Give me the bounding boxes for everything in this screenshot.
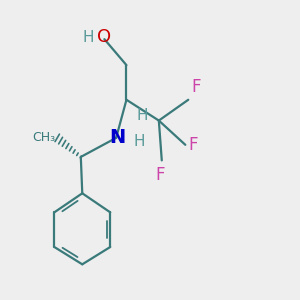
Text: F: F (189, 136, 198, 154)
Text: H: H (137, 108, 148, 123)
Text: F: F (156, 166, 165, 184)
Text: O: O (97, 28, 111, 46)
Text: F: F (192, 78, 201, 96)
Text: H: H (82, 30, 94, 45)
Text: N: N (110, 128, 126, 147)
Text: H: H (133, 134, 145, 149)
Text: CH₃: CH₃ (32, 131, 55, 144)
